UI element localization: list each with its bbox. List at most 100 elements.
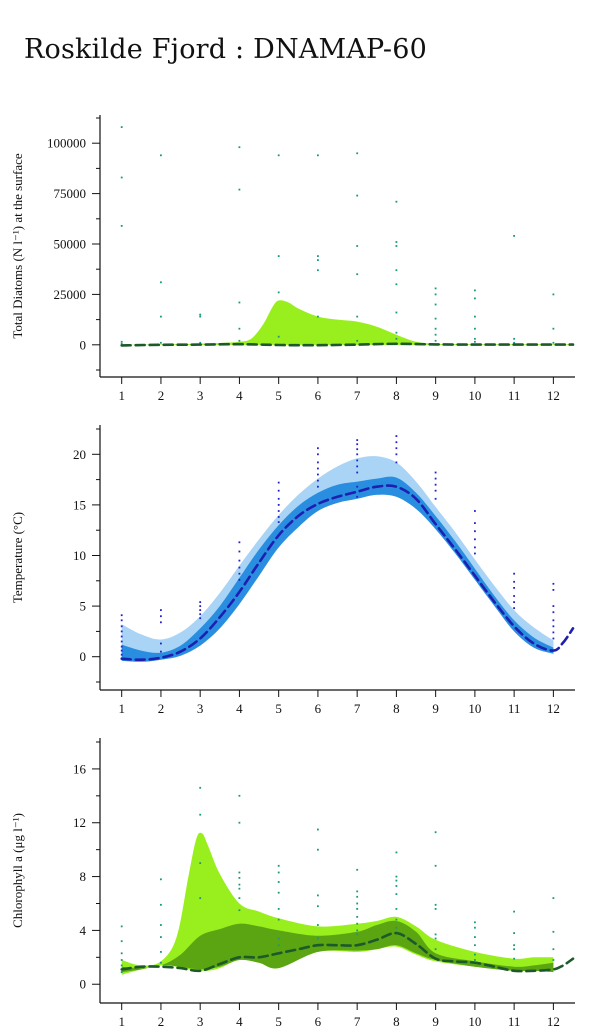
observation-point bbox=[317, 259, 319, 261]
observation-point bbox=[395, 200, 398, 203]
y-tick-label: 4 bbox=[80, 923, 87, 938]
observation-point bbox=[277, 255, 280, 257]
observation-point bbox=[395, 893, 398, 895]
observation-point bbox=[434, 948, 437, 951]
observation-point bbox=[474, 953, 476, 956]
observation-point bbox=[238, 871, 241, 874]
observation-point bbox=[317, 848, 319, 851]
observation-point bbox=[513, 580, 515, 583]
x-tick-label: 2 bbox=[158, 1014, 165, 1029]
x-tick-label: 4 bbox=[236, 388, 243, 403]
x-tick-label: 6 bbox=[315, 701, 322, 716]
observation-point bbox=[474, 936, 476, 938]
observation-point bbox=[160, 936, 162, 938]
observation-point bbox=[552, 948, 555, 951]
observation-point bbox=[513, 235, 515, 237]
observation-point bbox=[120, 340, 123, 343]
observation-point bbox=[277, 481, 280, 484]
chlorophyll-inner-band bbox=[121, 920, 554, 973]
observation-point bbox=[120, 614, 123, 617]
observation-point bbox=[356, 315, 359, 318]
observation-point bbox=[120, 959, 123, 961]
observation-point bbox=[160, 650, 162, 653]
observation-point bbox=[238, 794, 241, 797]
observation-point bbox=[317, 269, 319, 272]
observation-point bbox=[317, 894, 319, 897]
chlorophyll-mean-line bbox=[120, 931, 575, 973]
observation-point bbox=[277, 864, 280, 867]
observation-point bbox=[317, 937, 319, 940]
observation-point bbox=[474, 337, 476, 340]
observation-point bbox=[356, 245, 359, 247]
y-tick-label: 10 bbox=[73, 548, 86, 563]
observation-point bbox=[317, 828, 319, 831]
observation-point bbox=[160, 924, 162, 926]
y-tick-label: 0 bbox=[80, 977, 87, 992]
observation-point bbox=[513, 932, 515, 934]
observation-point bbox=[395, 447, 398, 450]
observation-point bbox=[238, 327, 241, 330]
observation-point bbox=[120, 342, 123, 345]
observation-point bbox=[120, 653, 123, 656]
observation-point bbox=[356, 194, 359, 197]
observation-point bbox=[160, 903, 162, 906]
observation-point bbox=[513, 341, 515, 344]
observation-point bbox=[317, 473, 319, 476]
y-tick-label: 8 bbox=[80, 869, 87, 884]
observation-point bbox=[356, 465, 359, 468]
observation-point bbox=[199, 313, 202, 316]
observation-point bbox=[238, 572, 241, 575]
observation-point bbox=[238, 566, 241, 569]
x-tick-label: 1 bbox=[118, 388, 125, 403]
temperature-y-axis-label: Temperature (°C) bbox=[10, 512, 25, 603]
observation-point bbox=[160, 951, 162, 953]
x-tick-label: 11 bbox=[508, 388, 521, 403]
observation-point bbox=[356, 895, 359, 898]
observation-point bbox=[552, 625, 555, 628]
observation-point bbox=[120, 964, 123, 967]
observation-point bbox=[434, 303, 437, 306]
observation-point bbox=[277, 944, 280, 947]
observation-point bbox=[277, 335, 280, 338]
observation-point bbox=[395, 879, 398, 882]
observation-point bbox=[434, 937, 437, 940]
observation-point bbox=[238, 897, 241, 899]
observation-point bbox=[513, 944, 515, 947]
observation-point bbox=[120, 645, 123, 648]
observation-point bbox=[513, 957, 515, 960]
observation-point bbox=[120, 176, 123, 179]
observation-point bbox=[434, 908, 437, 910]
observation-point bbox=[238, 821, 241, 824]
y-tick-label: 100000 bbox=[47, 136, 86, 151]
observation-point bbox=[317, 905, 319, 908]
observation-point bbox=[277, 516, 280, 518]
observation-point bbox=[120, 925, 123, 928]
x-tick-label: 4 bbox=[236, 1014, 243, 1029]
observation-point bbox=[513, 607, 515, 609]
observation-point bbox=[552, 327, 555, 330]
observation-point bbox=[317, 255, 319, 257]
observation-point bbox=[238, 550, 241, 553]
observation-point bbox=[474, 289, 476, 292]
observation-point bbox=[356, 453, 359, 456]
observation-point bbox=[120, 649, 123, 652]
x-tick-label: 2 bbox=[158, 388, 165, 403]
observation-point bbox=[513, 601, 515, 603]
y-tick-label: 75000 bbox=[54, 186, 87, 201]
x-tick-label: 12 bbox=[547, 701, 560, 716]
observation-point bbox=[356, 152, 359, 155]
observation-point bbox=[356, 448, 359, 451]
observation-point bbox=[356, 495, 359, 498]
observation-point bbox=[317, 485, 319, 488]
observation-point bbox=[238, 883, 241, 886]
diatoms-y-axis-label: Total Diatoms (N l⁻¹) at the surface bbox=[10, 153, 25, 339]
observation-point bbox=[199, 341, 202, 344]
observation-point bbox=[356, 929, 359, 932]
observation-point bbox=[395, 926, 398, 929]
observation-point bbox=[513, 910, 515, 913]
observation-point bbox=[356, 273, 359, 276]
observation-point bbox=[317, 453, 319, 456]
observation-point bbox=[513, 572, 515, 575]
